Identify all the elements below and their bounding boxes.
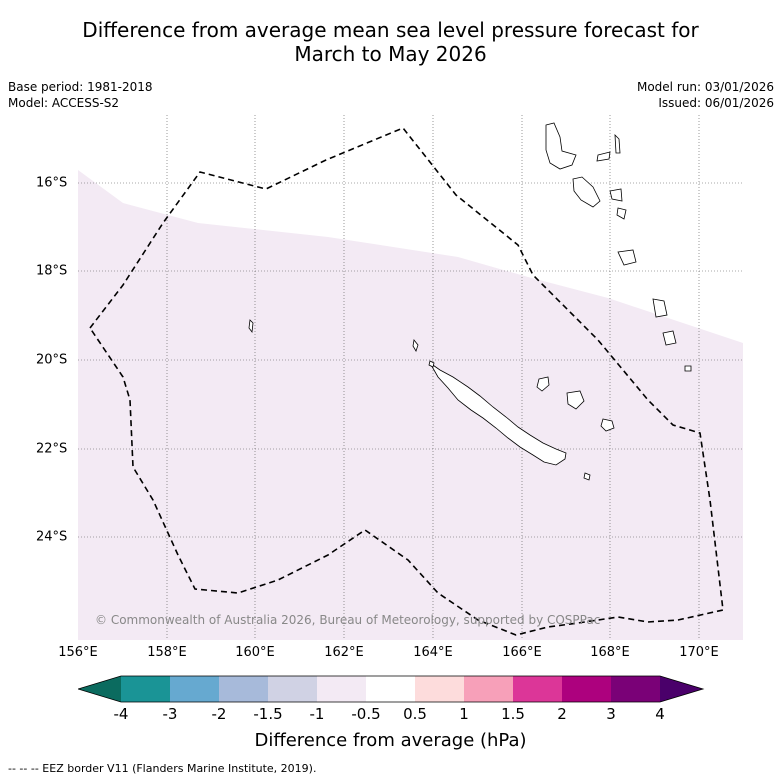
- title-line-2: March to May 2026: [294, 42, 487, 66]
- cb-tick-label: -1.5: [253, 705, 283, 723]
- island-ndc1: [412, 339, 419, 352]
- vanuatu-ambae: [596, 151, 611, 162]
- new-caledonia-grande-terre: [429, 362, 567, 466]
- cb-seg-6: [366, 676, 415, 702]
- loyalty-mare: [600, 418, 615, 432]
- colorbar-title: Difference from average (hPa): [254, 730, 527, 751]
- isle-of-pines: [583, 472, 591, 481]
- map-svg: [78, 115, 743, 640]
- title-line-1: Difference from average mean sea level p…: [82, 18, 699, 42]
- eez-border: [89, 127, 724, 636]
- cb-tick-label: 1: [459, 705, 469, 723]
- cb-tick-label: -4: [113, 705, 129, 723]
- meta-right: Model run: 03/01/2026 Issued: 06/01/2026: [637, 79, 774, 111]
- loyalty-lifou: [566, 390, 585, 410]
- copyright-notice: © Commonwealth of Australia 2026, Bureau…: [95, 613, 601, 627]
- lat-label-18: 18°S: [36, 263, 68, 279]
- lon-label-170: 170°E: [679, 645, 719, 660]
- lon-label-158: 158°E: [147, 645, 187, 660]
- cb-arrow-low: [78, 676, 121, 702]
- cb-tick-label: -2: [211, 705, 227, 723]
- meta-left: Base period: 1981-2018 Model: ACCESS-S2: [8, 79, 153, 111]
- cb-seg-1: [121, 676, 170, 702]
- page-title: Difference from average mean sea level p…: [0, 18, 781, 66]
- coastlines: [248, 122, 692, 481]
- anomaly-shading-region: [78, 170, 743, 640]
- cb-seg-4: [268, 676, 317, 702]
- vanuatu-aneityum: [662, 330, 677, 346]
- graticule: [78, 115, 743, 640]
- cb-seg-3: [219, 676, 268, 702]
- cb-seg-7: [415, 676, 464, 702]
- issued-date: Issued: 06/01/2026: [658, 96, 774, 110]
- model-name: Model: ACCESS-S2: [8, 96, 120, 110]
- cb-tick-label: -1: [309, 705, 325, 723]
- vanuatu-espiritu-santo: [545, 122, 577, 170]
- colorbar: [78, 675, 705, 703]
- cb-tick-label: 4: [655, 705, 665, 723]
- cb-tick-label: 2: [557, 705, 567, 723]
- lat-label-16: 16°S: [36, 175, 68, 191]
- cb-arrow-high: [660, 676, 703, 702]
- lon-label-162: 162°E: [324, 645, 364, 660]
- cb-tick-label: 3: [606, 705, 616, 723]
- cb-seg-5: [317, 676, 366, 702]
- eez-legend: -- -- -- EEZ border V11 (Flanders Marine…: [8, 762, 317, 775]
- cb-tick-label: -0.5: [351, 705, 381, 723]
- vanuatu-erromango: [617, 249, 637, 266]
- cb-seg-2: [170, 676, 219, 702]
- lat-label-22: 22°S: [36, 441, 68, 457]
- model-run: Model run: 03/01/2026: [636, 80, 774, 94]
- lon-label-160: 160°E: [235, 645, 275, 660]
- vanuatu-tanna: [652, 298, 668, 318]
- island-ndc2: [428, 360, 435, 368]
- cb-tick-label: 0.5: [403, 705, 427, 723]
- cb-seg-11: [611, 676, 660, 702]
- vanuatu-maewo: [614, 133, 621, 154]
- lon-label-156: 156°E: [58, 645, 98, 660]
- lon-label-168: 168°E: [590, 645, 630, 660]
- lat-label-20: 20°S: [36, 352, 68, 368]
- cb-seg-8: [464, 676, 513, 702]
- cb-tick-label: -3: [162, 705, 178, 723]
- vanuatu-malekula: [572, 176, 601, 208]
- base-period: Base period: 1981-2018: [8, 80, 153, 94]
- cb-tick-label: 1.5: [501, 705, 525, 723]
- lon-label-164: 164°E: [413, 645, 453, 660]
- vanuatu-efate: [616, 207, 627, 220]
- island-c1: [248, 319, 254, 334]
- lat-label-24: 24°S: [36, 529, 68, 545]
- island-far-east: [684, 365, 692, 372]
- cb-seg-10: [562, 676, 611, 702]
- cb-seg-9: [513, 676, 562, 702]
- cb-outline: [78, 675, 705, 703]
- loyalty-ouvea: [536, 376, 550, 392]
- lon-label-166: 166°E: [502, 645, 542, 660]
- map-area: [78, 115, 743, 640]
- vanuatu-pentecost: [609, 188, 623, 202]
